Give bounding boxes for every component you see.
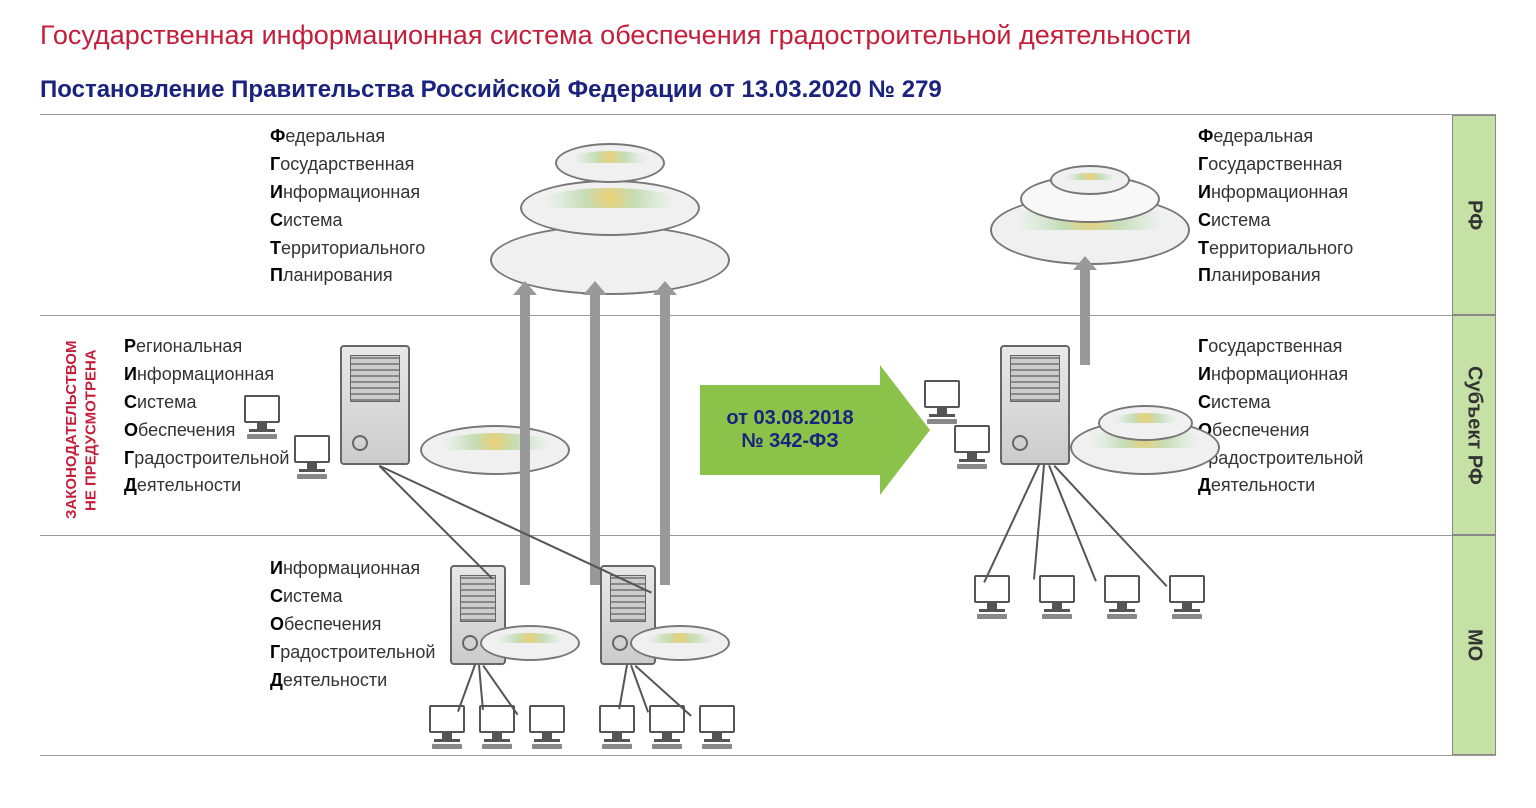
pc-icon xyxy=(595,705,639,749)
pc-icon xyxy=(920,380,964,424)
subtitle: Постановление Правительства Российской Ф… xyxy=(40,76,1496,104)
acrostic-line: Информационная xyxy=(270,555,435,583)
up-arrow-icon xyxy=(590,295,600,585)
acrostic-line: Федеральная xyxy=(270,123,425,151)
acrostic-line: Государственная xyxy=(1198,333,1363,361)
acrostic-line: Планирования xyxy=(270,262,425,290)
connector-line xyxy=(1049,465,1097,581)
arrow-line1: от 03.08.2018 xyxy=(726,407,853,430)
pc-icon xyxy=(645,705,689,749)
acrostic-line: Деятельности xyxy=(1198,472,1363,500)
pc-icon xyxy=(1100,575,1144,619)
acrostic-line: Обеспечения xyxy=(1198,417,1363,445)
transition-arrow: от 03.08.2018 № 342-ФЗ xyxy=(700,385,880,475)
acrostic-gisogd: ГосударственнаяИнформационнаяСистемаОбес… xyxy=(1198,333,1363,500)
pc-icon xyxy=(695,705,739,749)
connector-line xyxy=(1054,465,1168,587)
page-title: Государственная информационная система о… xyxy=(40,20,1496,51)
pc-icon xyxy=(525,705,569,749)
connector-line xyxy=(1033,465,1045,580)
pc-icon xyxy=(240,395,284,439)
connector-line xyxy=(479,665,484,710)
divider xyxy=(40,315,1496,316)
acrostic-line: Градостроительной xyxy=(124,445,289,473)
acrostic-line: Система xyxy=(1198,389,1363,417)
acrostic-line: Территориального xyxy=(1198,235,1353,263)
acrostic-line: Планирования xyxy=(1198,262,1353,290)
pc-icon xyxy=(950,425,994,469)
disc-stack-top-left xyxy=(480,125,740,295)
acrostic-line: Государственная xyxy=(1198,151,1353,179)
acrostic-line: Информационная xyxy=(1198,361,1363,389)
up-arrow-icon xyxy=(1080,270,1090,365)
up-arrow-icon xyxy=(660,295,670,585)
acrostic-line: Система xyxy=(1198,207,1353,235)
diagram: РФ Субъект РФ МО ЗАКОНОДАТЕЛЬСТВОМ НЕ ПР… xyxy=(40,114,1496,754)
acrostic-line: Информационная xyxy=(270,179,425,207)
pc-icon xyxy=(425,705,469,749)
divider xyxy=(40,535,1496,536)
acrostic-line: Государственная xyxy=(270,151,425,179)
acrostic-line: Система xyxy=(270,583,435,611)
law-note-l2: НЕ ПРЕДУСМОТРЕНА xyxy=(83,349,100,511)
acrostic-line: Деятельности xyxy=(124,472,289,500)
law-note: ЗАКОНОДАТЕЛЬСТВОМ НЕ ПРЕДУСМОТРЕНА xyxy=(62,335,101,525)
connector-line xyxy=(619,665,628,710)
acrostic-line: Информационная xyxy=(1198,179,1353,207)
side-tabs: РФ Субъект РФ МО xyxy=(1452,115,1496,754)
law-note-l1: ЗАКОНОДАТЕЛЬСТВОМ xyxy=(63,341,80,519)
pc-icon xyxy=(1035,575,1079,619)
acrostic-line: Градостроительной xyxy=(1198,445,1363,473)
acrostic-line: Система xyxy=(270,207,425,235)
acrostic-line: Территориального xyxy=(270,235,425,263)
pc-icon xyxy=(1165,575,1209,619)
acrostic-line: Обеспечения xyxy=(270,611,435,639)
tab-rf: РФ xyxy=(1452,115,1496,315)
up-arrow-icon xyxy=(520,295,530,585)
server-left-mid xyxy=(340,345,410,465)
tab-mo: МО xyxy=(1452,535,1496,755)
acrostic-line: Деятельности xyxy=(270,667,435,695)
tab-subject: Субъект РФ xyxy=(1452,315,1496,535)
divider xyxy=(40,755,1496,756)
pc-icon xyxy=(290,435,334,479)
acrostic-fgistp-right: ФедеральнаяГосударственнаяИнформационная… xyxy=(1198,123,1353,290)
acrostic-line: Федеральная xyxy=(1198,123,1353,151)
acrostic-line: Региональная xyxy=(124,333,289,361)
acrostic-fgistp-left: ФедеральнаяГосударственнаяИнформационная… xyxy=(270,123,425,290)
connector-line xyxy=(984,464,1040,582)
pc-icon xyxy=(970,575,1014,619)
acrostic-line: Градостроительной xyxy=(270,639,435,667)
server-right-mid xyxy=(1000,345,1070,465)
acrostic-isogd: ИнформационнаяСистемаОбеспеченияГрадостр… xyxy=(270,555,435,694)
pc-icon xyxy=(475,705,519,749)
arrow-line2: № 342-ФЗ xyxy=(741,430,838,453)
acrostic-line: Информационная xyxy=(124,361,289,389)
